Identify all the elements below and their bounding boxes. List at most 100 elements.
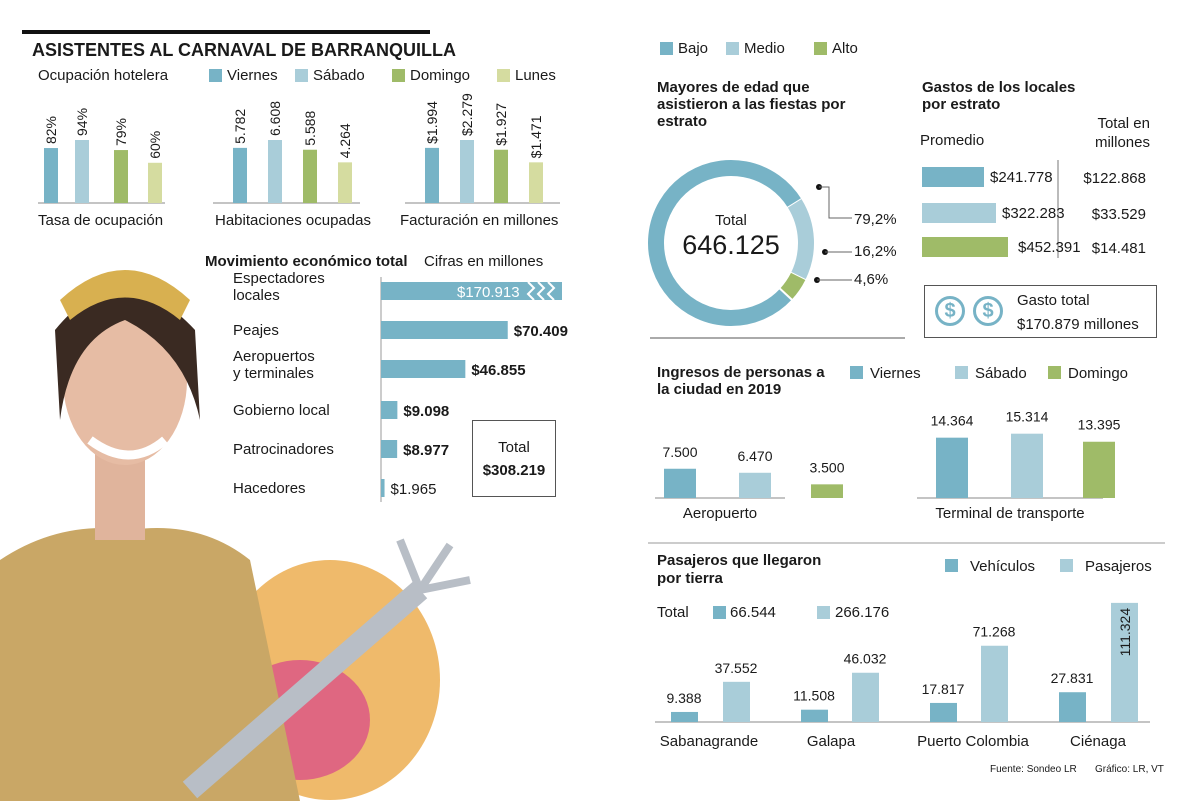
gasto-bar-bajo: [922, 167, 984, 187]
gasto-total-label: $14.481: [1092, 240, 1146, 257]
donut-percent-label: 4,6%: [854, 271, 888, 288]
gasto-promedio-label: $322.283: [1002, 205, 1065, 222]
hbar-value-label: $1.965: [391, 481, 437, 498]
pasajeros-value-label: 111.324: [1117, 608, 1133, 657]
bar-lunes: [148, 162, 162, 203]
gasto-total-value: $170.879 millones: [1017, 316, 1139, 333]
gown: [0, 528, 300, 801]
legend-label: Medio: [744, 40, 785, 57]
scepter-head: [396, 538, 471, 594]
pasajeros-title: Pasajeros que llegaron por tierra: [657, 552, 822, 587]
legend-swatch-estrato: [726, 42, 739, 55]
bar-value-label: 6.608: [267, 101, 283, 136]
donut-center-label: Total: [715, 212, 747, 229]
pasajeros-value-label: 46.032: [844, 651, 887, 667]
footer-source: Fuente: Sondeo LR: [990, 764, 1077, 775]
pasajeros-category-label: Ciénaga: [1070, 733, 1127, 750]
pasajeros-category-label: Galapa: [807, 733, 856, 750]
hbar-category-label: locales: [233, 287, 280, 304]
gasto-total-label: Gasto total: [1017, 292, 1090, 309]
hbar-5: [381, 479, 385, 497]
title-rule: [22, 30, 430, 34]
bar-value-label: $1.471: [528, 115, 544, 158]
hotel-heading: Ocupación hotelera: [38, 67, 169, 84]
ingresos-bar: [1083, 441, 1115, 498]
ingresos-value-label: 14.364: [931, 413, 974, 429]
bar-sábado: [460, 140, 474, 203]
legend-label: Domingo: [410, 67, 471, 84]
pasajeros-value-label: 71.268: [973, 624, 1016, 640]
pasajeros-bar: [723, 681, 750, 722]
bar-lunes: [338, 162, 352, 203]
donut-center-value: 646.125: [682, 230, 780, 260]
pasajeros-bar: [671, 711, 698, 722]
bar-value-label: 60%: [147, 131, 163, 159]
bar-value-label: $1.927: [493, 103, 509, 146]
pasajeros-bar: [801, 709, 828, 722]
hbar-value-label: $70.409: [514, 323, 568, 340]
legend-label: Viernes: [227, 67, 278, 84]
chart-xlabel: Tasa de ocupación: [38, 212, 163, 229]
ingresos-value-label: 13.395: [1078, 417, 1121, 433]
pasajeros-bar: [981, 645, 1008, 722]
hbar-3: [381, 401, 398, 419]
donut-percent-label: 16,2%: [854, 243, 897, 260]
ingresos-value-label: 6.470: [737, 448, 772, 464]
pasajeros-bar: [930, 702, 957, 722]
hbar-0: [381, 282, 562, 300]
hbar-category-label: Patrocinadores: [233, 441, 334, 458]
bar-viernes: [44, 148, 58, 203]
donut-title: Mayores de edad que asistieron a las fie…: [657, 79, 846, 130]
ingresos-value-label: 3.500: [809, 459, 844, 475]
legend-swatch-0: [209, 69, 222, 82]
dollar-icon: $: [973, 296, 1003, 326]
legend-swatch-estrato: [814, 42, 827, 55]
legend-label: Bajo: [678, 40, 709, 57]
crown: [60, 270, 190, 320]
pasajeros-value-label: 17.817: [922, 681, 965, 697]
ingresos-bar: [936, 437, 968, 498]
bar-domingo: [303, 149, 317, 203]
chart-xlabel: Facturación en millones: [400, 212, 558, 229]
ingresos-group-label: Terminal de transporte: [935, 505, 1084, 522]
legend-swatch-2: [392, 69, 405, 82]
donut-percent-label: 79,2%: [854, 211, 897, 228]
legend-swatch-vehiculos: [713, 606, 726, 619]
ingresos-bar: [811, 484, 843, 498]
bar-viernes: [233, 147, 247, 203]
movimiento-total-box: Total $308.219: [472, 420, 556, 497]
gasto-bar-medio: [922, 203, 996, 223]
break-icon: [526, 281, 556, 301]
donut-gap: [778, 287, 794, 302]
bar-value-label: 94%: [74, 108, 90, 136]
donut-segment-medio: [787, 199, 814, 280]
legend-label: Viernes: [870, 365, 921, 382]
bar-value-label: 5.782: [232, 109, 248, 144]
pasajeros-bar: [852, 672, 879, 722]
bar-value-label: 4.264: [337, 123, 353, 158]
hbar-1: [381, 321, 508, 339]
bar-domingo: [494, 149, 508, 203]
gasto-total-label: $122.868: [1083, 170, 1146, 187]
legend-swatch-0: [945, 559, 958, 572]
gasto-bar-alto: [922, 237, 1008, 257]
hbar-category-label: y terminales: [233, 365, 314, 382]
legend-swatch-2: [1048, 366, 1061, 379]
hbar-value-label: $8.977: [403, 442, 449, 459]
ingresos-value-label: 7.500: [662, 444, 697, 460]
legend-swatch-1: [1060, 559, 1073, 572]
pasajeros-bar: [1059, 692, 1086, 722]
dollar-icon: $: [935, 296, 965, 326]
gastos-title: Gastos de los locales por estrato: [922, 79, 1076, 113]
legend-swatch-1: [955, 366, 968, 379]
bar-value-label: 79%: [113, 118, 129, 146]
total-pasajeros: 266.176: [835, 604, 890, 621]
hbar-4: [381, 440, 398, 458]
legend-label: Domingo: [1068, 365, 1128, 382]
scepter: [182, 581, 428, 799]
total-value: $308.219: [482, 462, 546, 479]
bar-domingo: [114, 150, 128, 203]
ingresos-bar: [664, 468, 696, 498]
hbar-2: [381, 360, 466, 378]
